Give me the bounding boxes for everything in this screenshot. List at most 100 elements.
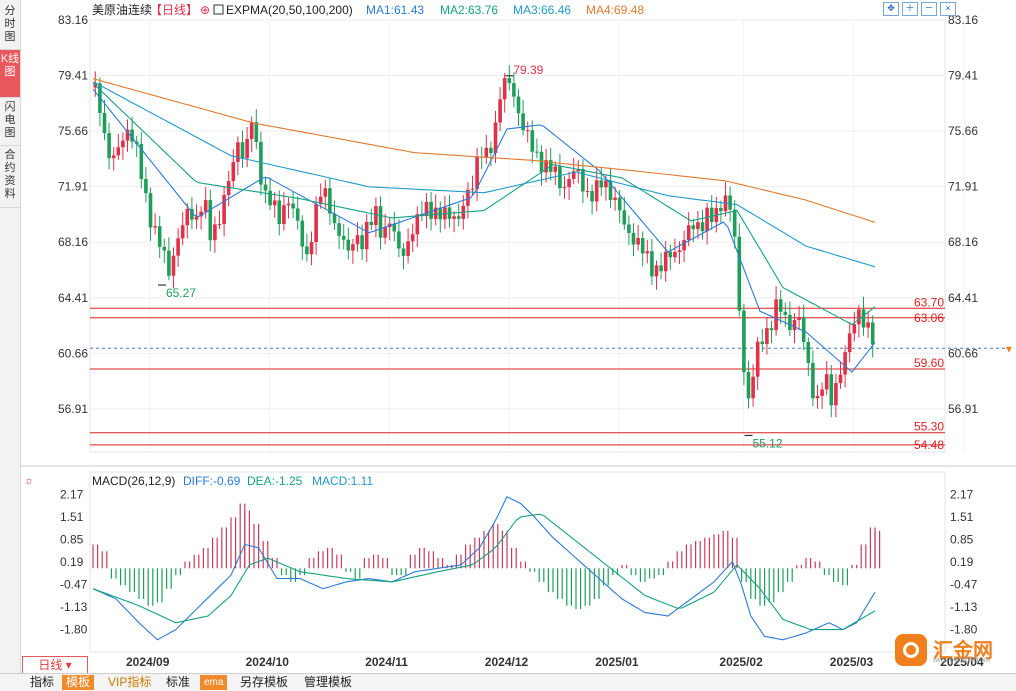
candle-body	[203, 200, 208, 212]
candle-body	[769, 328, 774, 331]
logo-name: 汇金网	[933, 640, 993, 662]
candle-body	[452, 216, 456, 219]
price-level-label-1: 63.06	[914, 311, 944, 325]
macd-dea-value: DEA:-1.25	[247, 474, 303, 488]
candle-body	[116, 147, 121, 156]
candle-body	[240, 142, 245, 159]
candle-body	[374, 206, 378, 226]
candle-body	[576, 168, 581, 172]
ma4-value: MA4:69.48	[586, 3, 644, 17]
expma-line-ma4	[92, 78, 876, 223]
candle-body	[732, 209, 737, 237]
candle-body	[355, 235, 360, 245]
tab-contract-info[interactable]: 合约资料	[0, 146, 20, 208]
candle-body	[861, 309, 866, 328]
tab-vip-indicators[interactable]: VIP指标	[108, 675, 152, 689]
current-price-arrow-icon: ▼	[1004, 344, 1014, 355]
tab-template[interactable]: 模板	[62, 675, 95, 690]
tab-indicators[interactable]: 指标	[30, 675, 55, 689]
candle-body	[622, 210, 627, 225]
candle-body	[392, 223, 397, 232]
candle-body	[627, 224, 631, 233]
candle-body	[847, 333, 852, 353]
candle-body	[645, 251, 650, 254]
candle-body	[346, 239, 351, 251]
candle-body	[364, 221, 369, 250]
tab-timeshare[interactable]: 分时图	[0, 2, 20, 50]
macd-y-tick-right-3: 0.19	[950, 555, 974, 569]
candle-body	[640, 238, 645, 254]
annotation-label-0: 79.39	[513, 63, 543, 77]
zoom-out-icon[interactable]: －	[921, 2, 937, 16]
candle-body	[369, 221, 374, 226]
settings-sun-icon[interactable]: ☼	[24, 475, 34, 487]
candle-body	[185, 208, 190, 226]
close-icon[interactable]: ×	[940, 2, 956, 16]
candle-body	[751, 376, 755, 399]
x-tick-1: 2024/10	[246, 655, 290, 669]
tab-manage-template[interactable]: 管理模板	[304, 675, 353, 689]
tab-ema[interactable]: ema	[200, 675, 228, 690]
macd-y-tick-right-4: -0.47	[950, 577, 978, 591]
candlesticks	[93, 65, 875, 418]
logo: 汇金网 www.gold678.com	[893, 630, 1005, 670]
candle-body	[567, 178, 571, 188]
candle-body	[309, 242, 314, 255]
tab-save-template[interactable]: 另存模板	[240, 675, 289, 689]
macd-panel: 2.17 2.17 1.51 1.51 0.85 0.85 0.19 0.19 -0.47 -0.…	[20, 465, 1016, 653]
candle-body	[433, 207, 438, 219]
candle-body	[249, 122, 254, 139]
candle-body	[121, 140, 125, 148]
sidebar: 分时图 K线图 闪电图 合约资料	[0, 0, 21, 690]
candle-body	[516, 96, 521, 114]
candle-body	[259, 142, 263, 185]
expma-lines	[92, 78, 876, 373]
candle-body	[190, 208, 194, 220]
candle-body	[245, 138, 249, 159]
macd-dea-line	[92, 513, 876, 631]
candle-body	[341, 235, 346, 240]
candle-body	[604, 180, 608, 188]
candle-body	[691, 225, 696, 230]
candle-body	[484, 147, 489, 158]
period-label[interactable]: 【日线】	[150, 3, 198, 17]
candle-body	[208, 200, 213, 241]
add-circle-icon[interactable]: ⊕	[200, 3, 210, 17]
candle-body	[397, 231, 401, 249]
candle-body	[857, 309, 861, 325]
candle-body	[599, 180, 604, 188]
candle-body	[631, 232, 636, 245]
macd-y-tick-left-0: 2.17	[60, 487, 84, 501]
candle-body	[870, 322, 875, 345]
candle-body	[797, 317, 801, 320]
candle-body	[829, 374, 834, 406]
period-button[interactable]: 日线 ▾	[22, 656, 88, 674]
macd-y-tick-left-2: 0.85	[60, 532, 84, 546]
y-tick-left-5: 64.41	[58, 291, 88, 305]
logo-url: www.gold678.com	[933, 657, 990, 664]
candle-body	[236, 142, 240, 162]
candle-body	[811, 362, 815, 399]
candle-body	[774, 299, 778, 331]
grid-lines	[89, 19, 965, 453]
candle-body	[571, 171, 576, 179]
instrument-name: 美原油连续	[92, 2, 152, 17]
candle-body	[838, 374, 843, 384]
y-tick-right-5: 64.41	[948, 291, 978, 305]
candle-body	[792, 319, 797, 331]
tab-standard[interactable]: 标准	[166, 675, 191, 689]
candle-body	[866, 322, 870, 328]
candle-body	[558, 166, 562, 189]
macd-y-tick-left-5: -1.13	[60, 600, 88, 614]
candle-body	[272, 200, 277, 206]
y-tick-right-4: 68.16	[948, 235, 978, 249]
candle-body	[286, 203, 291, 206]
candle-body	[383, 227, 387, 238]
indicator-name[interactable]: EXPMA(20,50,100,200)	[226, 3, 353, 17]
candle-body	[171, 255, 176, 276]
tab-kline[interactable]: K线图	[0, 50, 20, 98]
zoom-in-icon[interactable]: ＋	[902, 2, 918, 16]
tab-flash-chart[interactable]: 闪电图	[0, 98, 20, 146]
move-icon[interactable]: ✥	[883, 2, 899, 16]
